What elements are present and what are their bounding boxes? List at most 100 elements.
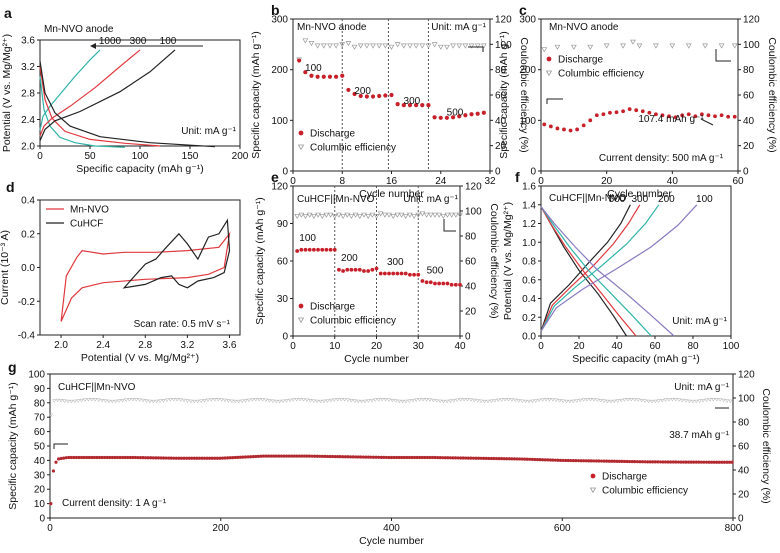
efficiency-point-g bbox=[216, 398, 221, 402]
x-tick-label-e: 0 bbox=[290, 341, 296, 352]
discharge-point-b bbox=[297, 58, 302, 63]
discharge-point-g bbox=[630, 459, 634, 464]
discharge-point-g bbox=[689, 460, 693, 464]
discharge-point-c bbox=[732, 114, 737, 119]
discharge-point-e bbox=[408, 272, 412, 277]
efficiency-point-e bbox=[356, 213, 363, 220]
discharge-point-g bbox=[517, 457, 522, 461]
discharge-point-g bbox=[507, 457, 511, 461]
efficiency-point-e bbox=[386, 212, 392, 218]
legend-label-CuHCF: CuHCF bbox=[70, 219, 103, 230]
efficiency-point-e bbox=[306, 212, 313, 218]
efficiency-point-g bbox=[301, 398, 306, 402]
y2-tick-label-c: 120 bbox=[743, 15, 760, 26]
efficiency-point-g bbox=[421, 397, 426, 402]
efficiency-point-g bbox=[342, 398, 347, 402]
discharge-point-g bbox=[425, 455, 429, 460]
legend-marker-discharge bbox=[298, 130, 304, 136]
discharge-point-g bbox=[615, 459, 619, 463]
y-tick-label-e: 30 bbox=[277, 294, 289, 305]
efficiency-point-g bbox=[205, 398, 210, 403]
efficiency-point-b bbox=[407, 43, 413, 49]
discharge-point-g bbox=[323, 454, 327, 458]
efficiency-point-e bbox=[436, 212, 443, 218]
efficiency-point-e bbox=[369, 212, 376, 218]
y2-tick-label-c: 20 bbox=[743, 141, 755, 152]
efficiency-point-e bbox=[298, 212, 305, 218]
efficiency-point-g bbox=[513, 398, 518, 403]
discharge-point-g bbox=[141, 456, 145, 460]
discharge-point-g bbox=[356, 455, 360, 459]
efficiency-point-b bbox=[388, 44, 395, 50]
discharge-point-g bbox=[192, 456, 196, 460]
discharge-point-g bbox=[525, 457, 529, 461]
panel-e: 0 10 20 30 400306090120020406080100120Coulom… bbox=[254, 169, 500, 365]
efficiency-point-g bbox=[434, 399, 439, 403]
efficiency-point-g bbox=[147, 399, 152, 404]
discharge-point-g bbox=[195, 456, 199, 460]
discharge-point-g bbox=[228, 456, 232, 460]
rate-label-e: 200 bbox=[341, 253, 358, 264]
y-tick-label-d: -0.2 bbox=[18, 297, 36, 308]
x-tick-label-g: 800 bbox=[725, 523, 742, 534]
efficiency-point-g bbox=[161, 399, 166, 403]
discharge-point-b bbox=[401, 103, 406, 108]
discharge-point-g bbox=[607, 459, 611, 463]
efficiency-point-g bbox=[199, 399, 204, 404]
y2-tick-label-g: 20 bbox=[738, 490, 750, 501]
discharge-point-c bbox=[548, 124, 553, 129]
efficiency-point-g bbox=[520, 399, 525, 404]
discharge-point-g bbox=[476, 456, 481, 460]
efficiency-point-g bbox=[65, 399, 70, 404]
efficiency-point-g bbox=[444, 399, 450, 404]
discharge-point-g bbox=[658, 460, 663, 464]
end-value-label-c: 107.4 mAh g⁻¹ bbox=[638, 114, 704, 125]
discharge-point-g bbox=[430, 455, 435, 460]
unit-label-b: Unit: mA g⁻¹ bbox=[431, 22, 486, 33]
panel-label-a: a bbox=[4, 5, 12, 21]
discharge-point-g bbox=[661, 460, 665, 464]
discharge-point-g bbox=[95, 455, 99, 460]
discharge-point-g bbox=[512, 457, 517, 461]
discharge-point-g bbox=[105, 455, 109, 460]
efficiency-point-g bbox=[158, 399, 163, 404]
discharge-point-c bbox=[594, 113, 599, 118]
efficiency-point-e bbox=[340, 213, 347, 220]
discharge-point-c bbox=[601, 112, 606, 117]
y-axis-label-b: Specific capacity (mAh g⁻¹) bbox=[250, 31, 262, 159]
x-axis-label-g: Cycle number bbox=[359, 535, 424, 547]
discharge-point-g bbox=[530, 457, 534, 461]
y-axis-label-a: Potential (V vs. Mg/Mg²⁺) bbox=[1, 34, 13, 152]
discharge-point-g bbox=[587, 459, 591, 463]
x-tick-label-a: 200 bbox=[232, 151, 249, 162]
efficiency-point-g bbox=[260, 398, 265, 402]
y-tick-label-d: 0.2 bbox=[21, 229, 35, 240]
discharge-point-b bbox=[444, 115, 450, 120]
discharge-point-c bbox=[699, 112, 704, 117]
x-tick-label-b: 0 bbox=[290, 176, 296, 187]
efficiency-point-g bbox=[175, 398, 180, 402]
discharge-point-b bbox=[469, 112, 474, 117]
efficiency-point-g bbox=[485, 399, 491, 404]
discharge-point-g bbox=[136, 455, 140, 460]
discharge-point-g bbox=[287, 454, 291, 458]
efficiency-point-g bbox=[376, 398, 381, 402]
discharge-point-g bbox=[459, 456, 463, 460]
discharge-point-g bbox=[482, 456, 486, 460]
efficiency-point-g bbox=[636, 398, 641, 403]
discharge-point-g bbox=[715, 460, 719, 464]
discharge-point-c bbox=[719, 113, 724, 118]
discharge-point-g bbox=[361, 455, 365, 459]
discharge-point-g bbox=[126, 455, 130, 460]
discharge-point-g bbox=[205, 456, 209, 460]
y2-tick-label-c: 0 bbox=[743, 167, 749, 178]
y-tick-label-a: 2.4 bbox=[21, 115, 35, 126]
discharge-point-g bbox=[400, 455, 404, 460]
discharge-point-g bbox=[510, 457, 514, 461]
charge-curve-100 bbox=[540, 204, 698, 332]
discharge-point-g bbox=[456, 456, 460, 460]
discharge-point-c bbox=[608, 110, 612, 115]
y-tick-label-f: 1.2 bbox=[522, 219, 536, 230]
discharge-point-g bbox=[131, 455, 135, 460]
plot-frame-f bbox=[540, 185, 732, 337]
